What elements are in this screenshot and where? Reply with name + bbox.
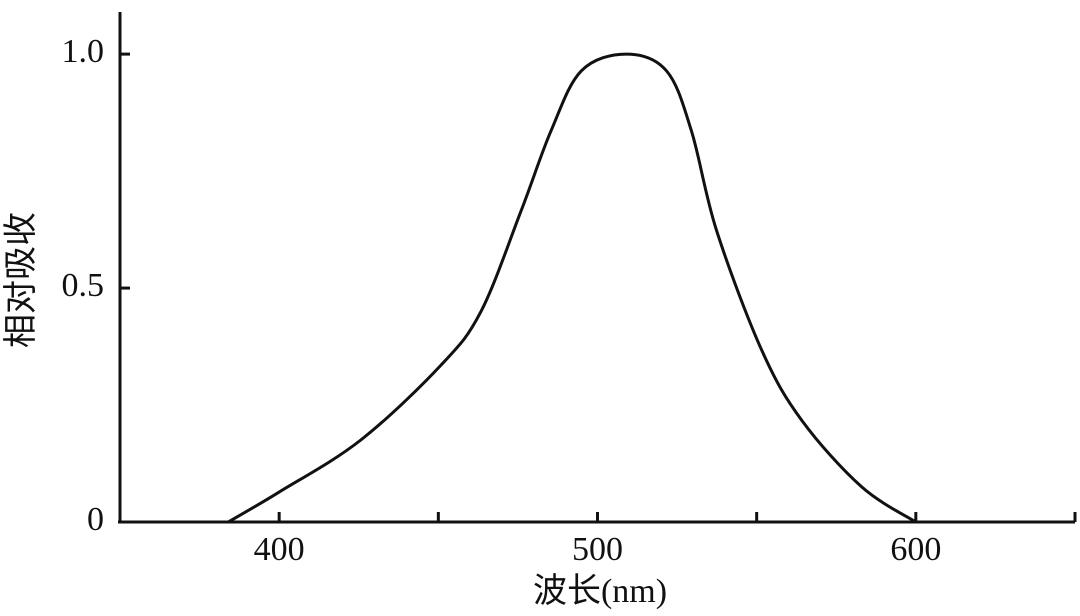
x-tick-label: 600 — [890, 531, 941, 568]
curve — [227, 52, 917, 524]
y-axis-label: 相对吸收 — [2, 212, 40, 348]
y-tick-label: 1.0 — [62, 33, 105, 70]
x-tick-label: 400 — [254, 531, 305, 568]
y-tick-label: 0.5 — [62, 267, 105, 304]
x-tick-label: 500 — [572, 531, 623, 568]
y-tick-label: 0 — [87, 501, 104, 538]
x-axis-label: 波长(nm) — [533, 572, 667, 610]
